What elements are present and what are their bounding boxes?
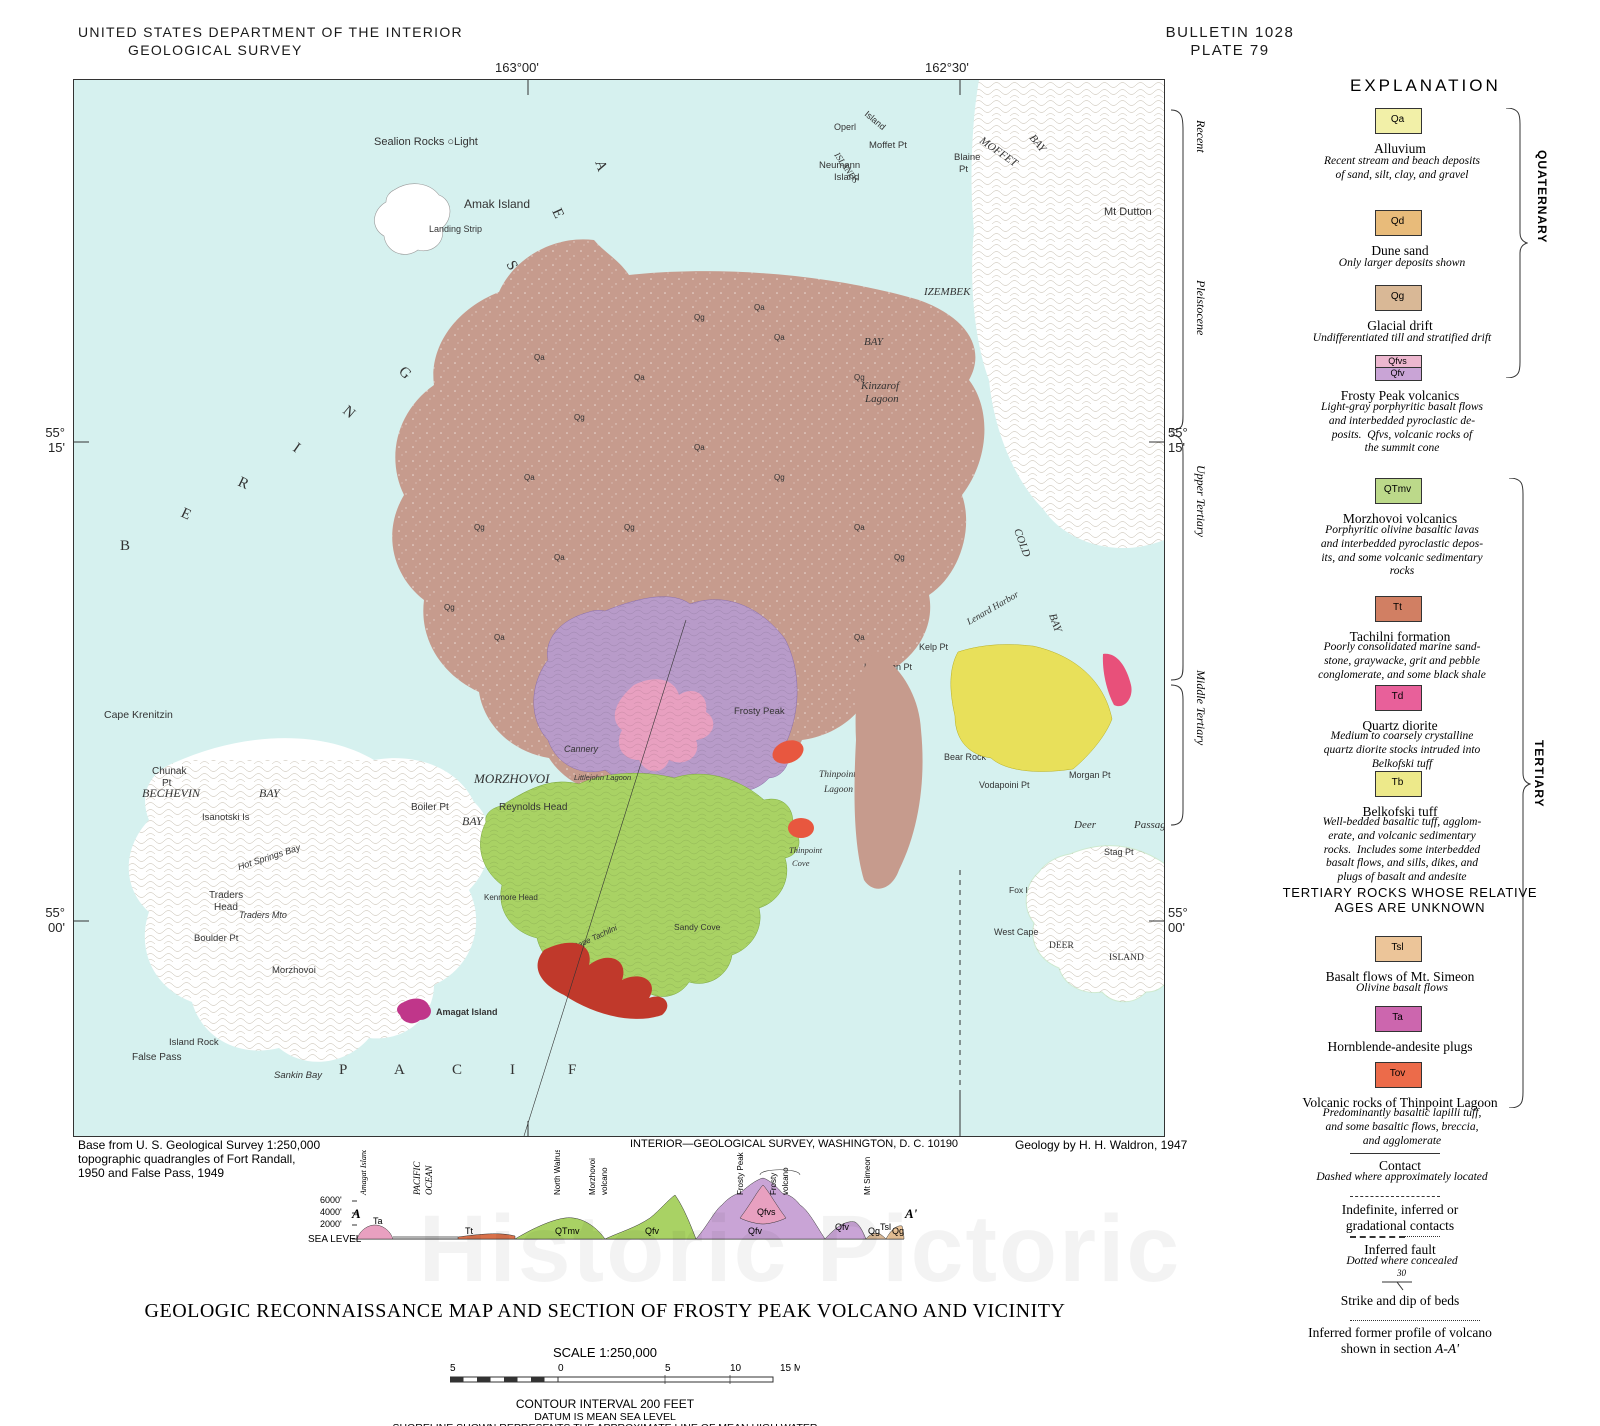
svg-text:Deer: Deer xyxy=(1073,819,1097,831)
svg-text:North Walrus Pk: North Walrus Pk xyxy=(553,1150,562,1195)
svg-text:Morgan Pt: Morgan Pt xyxy=(1069,770,1111,780)
svg-text:Morzhovoi: Morzhovoi xyxy=(272,965,316,976)
svg-text:Qa: Qa xyxy=(854,523,865,532)
svg-text:Kinzarof: Kinzarof xyxy=(860,380,901,392)
svg-text:Qa: Qa xyxy=(854,633,865,642)
svg-text:Morzhovoi: Morzhovoi xyxy=(588,1158,597,1195)
svg-text:Pt: Pt xyxy=(959,164,968,175)
svg-text:Amagat Island: Amagat Island xyxy=(436,1007,498,1017)
svg-text:Amagat Island: Amagat Island xyxy=(359,1150,368,1196)
svg-text:Qg: Qg xyxy=(624,523,635,532)
svg-text:Qa: Qa xyxy=(524,473,535,482)
svg-text:PACIFIC: PACIFIC xyxy=(412,1161,422,1196)
svg-text:ISLAND: ISLAND xyxy=(1109,953,1144,963)
svg-text:West Cape: West Cape xyxy=(994,927,1038,937)
svg-text:Boiler Pt: Boiler Pt xyxy=(411,802,449,813)
svg-text:IZEMBEK: IZEMBEK xyxy=(923,286,971,298)
svg-text:Frosty Peak: Frosty Peak xyxy=(734,706,785,717)
svg-text:Passage: Passage xyxy=(1133,819,1164,831)
svg-text:0: 0 xyxy=(558,1363,564,1374)
svg-text:Island Rock: Island Rock xyxy=(169,1037,219,1048)
svg-text:P: P xyxy=(339,1062,347,1078)
svg-text:BAY: BAY xyxy=(462,814,484,828)
svg-text:Cape Krenitzin: Cape Krenitzin xyxy=(104,709,173,721)
svg-text:Lagoon: Lagoon xyxy=(823,785,853,795)
svg-text:Sankin Bay: Sankin Bay xyxy=(274,1070,323,1081)
svg-text:Qg: Qg xyxy=(894,553,905,562)
svg-text:volcano: volcano xyxy=(781,1167,790,1195)
svg-text:Qa: Qa xyxy=(554,553,565,562)
svg-text:F: F xyxy=(568,1062,576,1078)
svg-text:10: 10 xyxy=(730,1363,742,1374)
svg-text:Cove: Cove xyxy=(792,858,810,868)
svg-text:Lagoon: Lagoon xyxy=(864,393,899,405)
svg-text:Frosty: Frosty xyxy=(769,1173,778,1195)
svg-text:Qa: Qa xyxy=(694,443,705,452)
svg-text:Traders Mto: Traders Mto xyxy=(239,910,287,920)
svg-text:Qg: Qg xyxy=(774,473,785,482)
svg-text:A: A xyxy=(394,1062,405,1078)
svg-text:Reynolds Head: Reynolds Head xyxy=(499,802,567,813)
svg-text:BAY: BAY xyxy=(259,786,281,800)
svg-text:Chunak: Chunak xyxy=(152,766,187,777)
svg-text:Isanotski Is: Isanotski Is xyxy=(202,812,250,823)
svg-text:Thinpoint: Thinpoint xyxy=(819,770,856,780)
svg-text:Blaine: Blaine xyxy=(954,152,980,163)
svg-text:DEER: DEER xyxy=(1049,941,1074,951)
svg-text:BECHEVIN: BECHEVIN xyxy=(142,786,201,800)
svg-text:BAY: BAY xyxy=(864,336,885,348)
svg-text:Landing Strip: Landing Strip xyxy=(429,224,482,234)
svg-text:Traders: Traders xyxy=(209,890,243,901)
svg-text:5: 5 xyxy=(665,1363,671,1374)
svg-text:C: C xyxy=(452,1062,462,1078)
svg-text:Qg: Qg xyxy=(444,603,455,612)
svg-text:Qa: Qa xyxy=(754,303,765,312)
svg-text:Cannery: Cannery xyxy=(564,744,599,754)
svg-text:False Pass: False Pass xyxy=(132,1052,181,1063)
svg-text:Qa: Qa xyxy=(494,633,505,642)
svg-text:B: B xyxy=(120,538,130,554)
svg-text:Moffet Pt: Moffet Pt xyxy=(869,140,907,151)
svg-text:Head: Head xyxy=(214,902,238,913)
svg-text:Frosty Peak: Frosty Peak xyxy=(736,1151,745,1195)
svg-text:Mt Simeon: Mt Simeon xyxy=(863,1157,872,1195)
svg-text:Qg: Qg xyxy=(474,523,485,532)
svg-text:OCEAN: OCEAN xyxy=(424,1165,434,1195)
svg-text:Qg: Qg xyxy=(694,313,705,322)
svg-text:5: 5 xyxy=(450,1363,456,1374)
svg-text:Fox I: Fox I xyxy=(1009,885,1028,895)
svg-text:15 MILES: 15 MILES xyxy=(780,1363,800,1374)
svg-text:Qa: Qa xyxy=(774,333,785,342)
svg-text:volcano: volcano xyxy=(600,1167,609,1195)
svg-text:Kelp Pt: Kelp Pt xyxy=(919,642,949,652)
svg-text:Stag Pt: Stag Pt xyxy=(1104,847,1134,857)
svg-text:Qa: Qa xyxy=(634,373,645,382)
svg-text:I: I xyxy=(510,1062,515,1078)
svg-text:MORZHOVOI: MORZHOVOI xyxy=(473,771,550,786)
svg-text:Qg: Qg xyxy=(574,413,585,422)
svg-text:Sealion Rocks ○Light: Sealion Rocks ○Light xyxy=(374,136,478,148)
svg-text:Amak Island: Amak Island xyxy=(464,197,530,211)
svg-text:Mt Dutton: Mt Dutton xyxy=(1104,206,1152,218)
svg-text:Vodapoini Pt: Vodapoini Pt xyxy=(979,780,1030,790)
svg-text:Qa: Qa xyxy=(534,353,545,362)
svg-text:Operl: Operl xyxy=(834,122,856,132)
svg-text:Boulder Pt: Boulder Pt xyxy=(194,933,239,944)
